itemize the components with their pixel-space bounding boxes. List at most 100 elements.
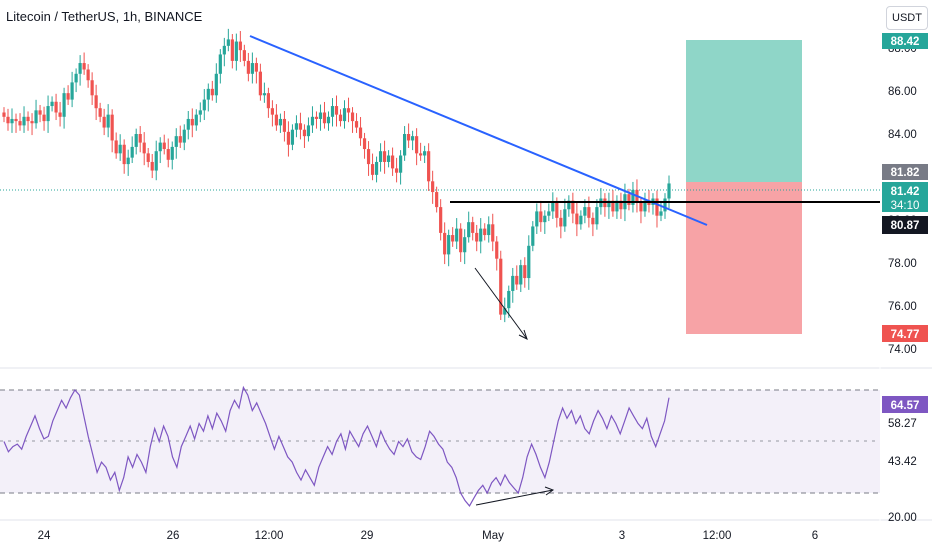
candle-body [222, 45, 226, 55]
candle-body [643, 200, 647, 212]
candle-body [238, 41, 242, 51]
rsi-value-tag: 64.57 [882, 396, 928, 413]
candle-body [451, 235, 455, 242]
candle-body [110, 114, 114, 141]
candle-body [547, 211, 551, 216]
candle-body [330, 106, 335, 117]
candle-body [10, 118, 14, 124]
candle-body [50, 101, 54, 107]
candle-body [54, 101, 58, 113]
price-tick-label: 74.00 [888, 344, 917, 356]
candle-body [70, 82, 74, 100]
candle-body [459, 228, 463, 253]
stop-tag-label: 74.77 [891, 329, 920, 341]
candle-body [286, 131, 291, 145]
candle-body [178, 136, 182, 143]
time-tick-label: 24 [38, 530, 51, 542]
candle-body [575, 213, 579, 225]
candle-body [411, 136, 415, 141]
candle-body [463, 237, 467, 253]
candle-body [234, 41, 238, 61]
candle-body [503, 308, 507, 315]
candle-body [66, 93, 70, 100]
candle-body [306, 125, 311, 137]
candle-body [150, 161, 154, 171]
time-axis[interactable]: 24 26 12:00 29 May 3 12:00 6 [38, 530, 819, 542]
candle-body [106, 114, 110, 128]
candle-body [214, 73, 218, 96]
time-tick-label: 6 [812, 530, 818, 542]
candle-body [366, 149, 371, 165]
rsi-axis[interactable]: 20.00 43.42 58.27 [888, 418, 917, 524]
candle-body [146, 153, 150, 162]
divergence-arrow-price[interactable] [474, 267, 528, 340]
candle-body [254, 63, 258, 72]
candle-body [130, 146, 134, 158]
candle-body [487, 224, 491, 236]
trendline[interactable] [249, 35, 708, 226]
candle-body [46, 106, 50, 122]
candle-body [182, 129, 186, 143]
candle-body [322, 112, 327, 124]
candle-body [142, 142, 146, 154]
candle-body [94, 95, 98, 109]
candle-body [619, 200, 623, 210]
candle-body [118, 144, 122, 154]
target-zone[interactable] [686, 40, 802, 182]
candle-body [378, 151, 383, 162]
price-tick-label: 84.00 [888, 129, 917, 141]
candle-body [206, 88, 210, 100]
candle-body [138, 134, 142, 143]
candle-body [475, 232, 479, 242]
candle-body [611, 200, 615, 212]
candle-body [270, 108, 275, 115]
candle-body [262, 93, 266, 96]
rsi-tick-label: 58.27 [888, 418, 917, 430]
candle-body [22, 116, 26, 126]
candles-group [2, 28, 671, 323]
candle-body [278, 118, 283, 126]
candle-body [298, 123, 303, 130]
rsi-value-label: 64.57 [891, 400, 920, 412]
candle-body [114, 140, 118, 154]
candle-body [102, 116, 106, 128]
candle-body [218, 54, 222, 74]
candle-body [407, 134, 411, 141]
candle-body [86, 69, 90, 81]
candle-body [74, 73, 78, 83]
candle-body [639, 202, 643, 212]
candle-body [539, 211, 543, 223]
candle-body [607, 200, 611, 208]
candle-body [134, 134, 138, 147]
candle-body [394, 168, 399, 173]
candle-body [659, 211, 663, 216]
rsi-tick-label: 43.42 [888, 456, 917, 468]
candle-body [246, 60, 250, 74]
candle-body [202, 99, 206, 111]
candle-body [318, 112, 323, 119]
candle-body [551, 202, 555, 212]
candle-body [18, 121, 22, 126]
candle-body [531, 226, 535, 246]
candle-body [226, 39, 230, 46]
stop-zone[interactable] [686, 182, 802, 334]
candle-body [350, 112, 355, 122]
candle-body [266, 93, 270, 109]
candle-body [374, 161, 379, 175]
candle-body [515, 275, 519, 285]
candle-body [631, 189, 635, 205]
candle-body [242, 50, 246, 61]
time-tick-label: 29 [361, 530, 374, 542]
currency-button[interactable]: USDT [886, 6, 928, 30]
candle-body [258, 71, 262, 96]
candle-body [34, 110, 38, 124]
candle-body [495, 241, 499, 259]
time-tick-label: 12:00 [255, 530, 284, 542]
divergence-arrow-rsi[interactable] [475, 486, 555, 506]
price-tick-label: 78.00 [888, 258, 917, 270]
candle-body [82, 63, 86, 70]
candle-body [595, 207, 599, 225]
target-tag-label: 88.42 [891, 36, 920, 48]
rsi-line [3, 385, 670, 507]
